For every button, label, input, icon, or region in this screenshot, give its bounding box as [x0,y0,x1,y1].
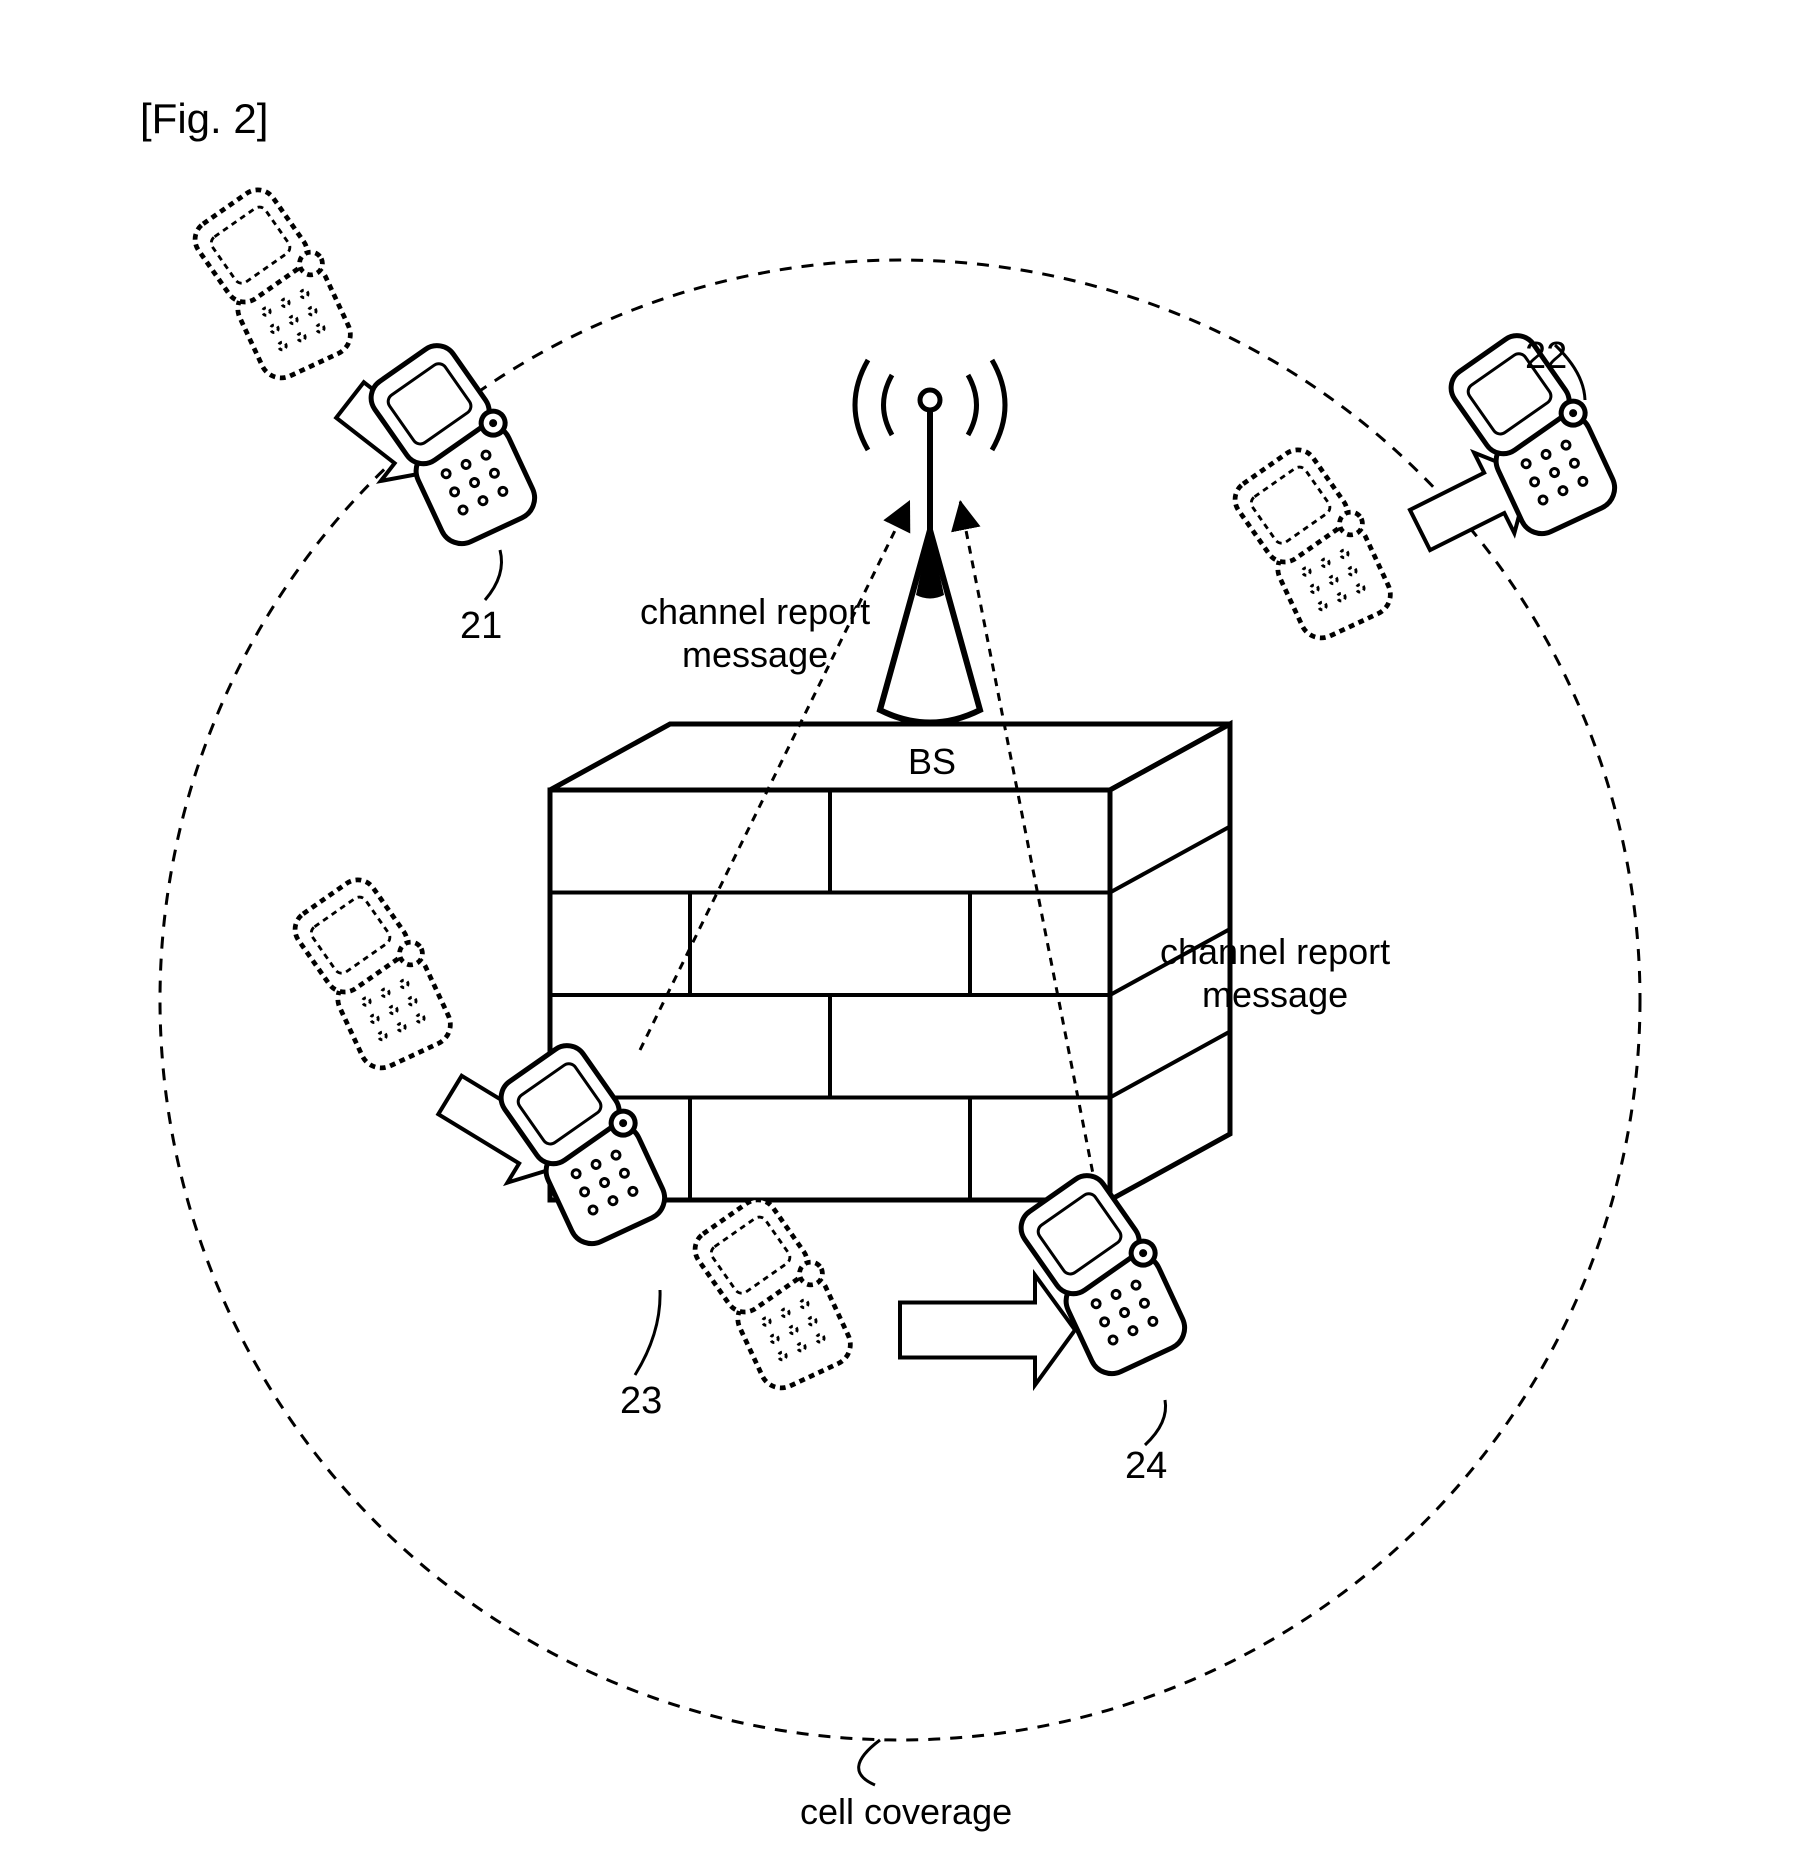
diagram-canvas [0,0,1797,1872]
msg-right-line2: message [1202,974,1348,1015]
channel-report-label-left: channel report message [640,590,870,676]
device-22-label: 22 [1525,335,1567,378]
bs-label: BS [908,740,956,783]
msg-left-line2: message [682,634,828,675]
cell-coverage-label: cell coverage [800,1790,1012,1833]
device-22-ghost [1221,433,1401,650]
building-wall [550,724,1230,1200]
device-24-label: 24 [1125,1445,1167,1488]
base-station [855,360,1005,723]
device-21-label: 21 [460,605,502,648]
device-23-ghost [281,863,461,1080]
device-21-ghost [181,173,361,390]
device-24-ghost [681,1183,861,1400]
figure-title: [Fig. 2] [140,95,268,143]
channel-report-label-right: channel report message [1160,930,1390,1016]
device-23-label: 23 [620,1380,662,1423]
msg-right-line1: channel report [1160,931,1390,972]
msg-left-line1: channel report [640,591,870,632]
